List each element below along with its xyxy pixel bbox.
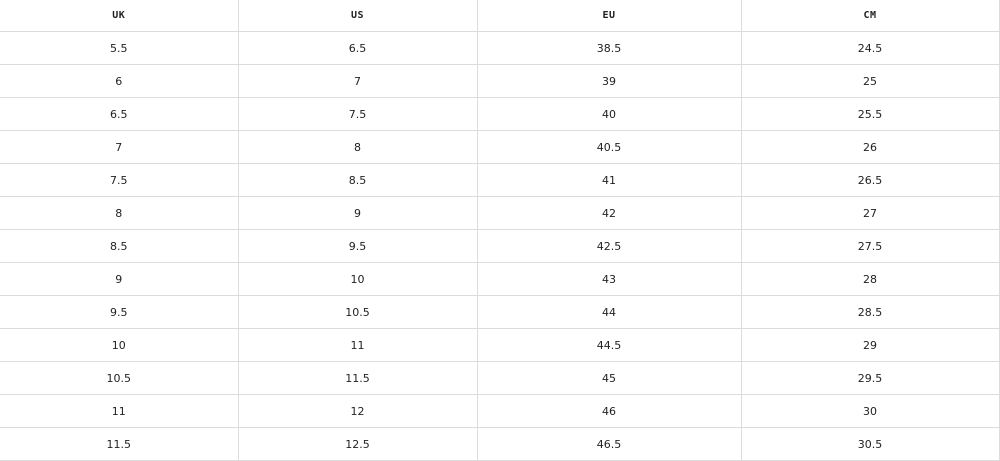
table-row: 7.5 8.5 41 26.5 [0, 163, 1000, 197]
cell-eu: 40.5 [476, 130, 742, 164]
column-header-cm: CM [740, 0, 1000, 32]
cell-us: 10.5 [237, 295, 478, 329]
cell-cm: 29 [740, 328, 1000, 362]
cell-uk: 11 [0, 394, 239, 428]
cell-cm: 26.5 [740, 163, 1000, 197]
table-row: 10.5 11.5 45 29.5 [0, 361, 1000, 395]
table-row: 5.5 6.5 38.5 24.5 [0, 31, 1000, 65]
cell-cm: 26 [740, 130, 1000, 164]
table-row: 8 9 42 27 [0, 196, 1000, 230]
table-row: 8.5 9.5 42.5 27.5 [0, 229, 1000, 263]
cell-cm: 27.5 [740, 229, 1000, 263]
cell-us: 9 [237, 196, 478, 230]
cell-us: 7.5 [237, 97, 478, 131]
cell-us: 9.5 [237, 229, 478, 263]
cell-eu: 46 [476, 394, 742, 428]
cell-us: 6.5 [237, 31, 478, 65]
cell-us: 10 [237, 262, 478, 296]
cell-uk: 11.5 [0, 427, 239, 461]
table-row: 9 10 43 28 [0, 262, 1000, 296]
cell-cm: 27 [740, 196, 1000, 230]
cell-us: 8 [237, 130, 478, 164]
cell-eu: 41 [476, 163, 742, 197]
table-row: 9.5 10.5 44 28.5 [0, 295, 1000, 329]
cell-uk: 7 [0, 130, 239, 164]
table-row: 7 8 40.5 26 [0, 130, 1000, 164]
cell-uk: 9 [0, 262, 239, 296]
cell-eu: 42.5 [476, 229, 742, 263]
cell-cm: 29.5 [740, 361, 1000, 395]
table-row: 6 7 39 25 [0, 64, 1000, 98]
table-row: 6.5 7.5 40 25.5 [0, 97, 1000, 131]
cell-eu: 44.5 [476, 328, 742, 362]
column-header-us: US [237, 0, 478, 32]
cell-us: 11.5 [237, 361, 478, 395]
table-row: 11.5 12.5 46.5 30.5 [0, 427, 1000, 461]
cell-us: 12 [237, 394, 478, 428]
cell-cm: 30 [740, 394, 1000, 428]
cell-us: 7 [237, 64, 478, 98]
cell-cm: 25.5 [740, 97, 1000, 131]
cell-eu: 40 [476, 97, 742, 131]
cell-uk: 8.5 [0, 229, 239, 263]
cell-us: 11 [237, 328, 478, 362]
cell-eu: 42 [476, 196, 742, 230]
column-header-uk: UK [0, 0, 239, 32]
cell-us: 12.5 [237, 427, 478, 461]
cell-uk: 7.5 [0, 163, 239, 197]
cell-cm: 24.5 [740, 31, 1000, 65]
cell-eu: 38.5 [476, 31, 742, 65]
cell-eu: 39 [476, 64, 742, 98]
cell-uk: 5.5 [0, 31, 239, 65]
cell-cm: 28.5 [740, 295, 1000, 329]
cell-cm: 25 [740, 64, 1000, 98]
cell-uk: 6.5 [0, 97, 239, 131]
table-row: 11 12 46 30 [0, 394, 1000, 428]
cell-uk: 10.5 [0, 361, 239, 395]
cell-cm: 30.5 [740, 427, 1000, 461]
cell-uk: 8 [0, 196, 239, 230]
cell-uk: 9.5 [0, 295, 239, 329]
cell-eu: 43 [476, 262, 742, 296]
cell-eu: 44 [476, 295, 742, 329]
table-row: 10 11 44.5 29 [0, 328, 1000, 362]
header-row: UK US EU CM [0, 0, 1000, 32]
cell-cm: 28 [740, 262, 1000, 296]
cell-uk: 10 [0, 328, 239, 362]
cell-uk: 6 [0, 64, 239, 98]
cell-eu: 45 [476, 361, 742, 395]
cell-us: 8.5 [237, 163, 478, 197]
cell-eu: 46.5 [476, 427, 742, 461]
column-header-eu: EU [476, 0, 742, 32]
